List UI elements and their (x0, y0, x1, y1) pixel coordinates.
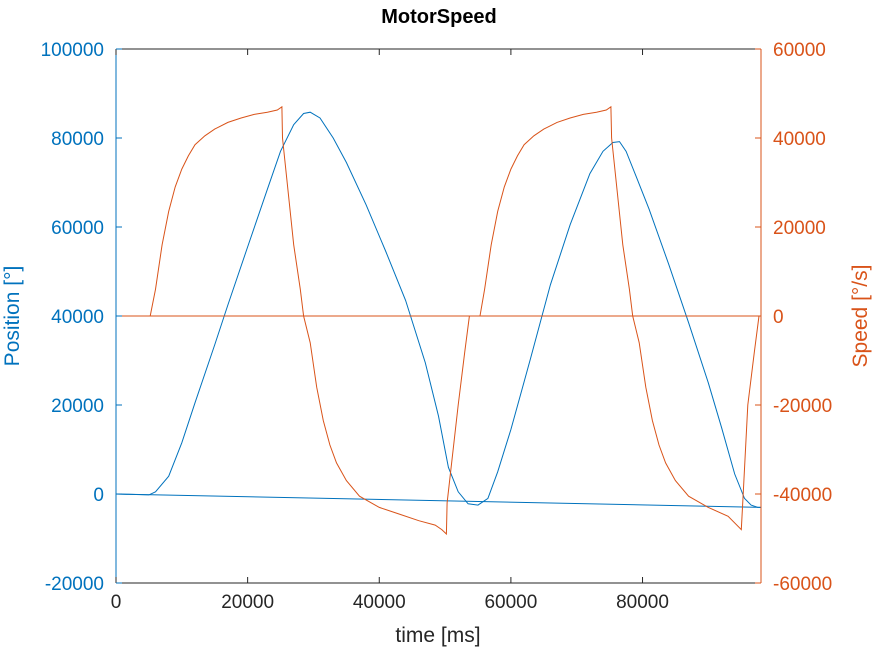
x-tick-label: 60000 (484, 592, 537, 613)
y-left-tick-label: -20000 (45, 574, 104, 595)
series-line-speed-2 (149, 105, 760, 536)
y-right-tick-label: -20000 (773, 396, 832, 417)
x-tick-label: 20000 (221, 592, 274, 613)
y-axis-left-label: Position [°] (1, 266, 24, 367)
y-right-tick-label: 40000 (773, 129, 826, 150)
y-right-tick-label: -40000 (773, 485, 832, 506)
y-left-tick-label: 80000 (51, 129, 104, 150)
axes-layer: 0 20000 40000 60000 80000 -20000 0 20000 40000 60… (41, 40, 833, 613)
y-left-tick-label: 20000 (51, 396, 104, 417)
series-line-position-1 (115, 493, 762, 508)
x-tick-label: 0 (111, 592, 122, 613)
series-line-position-0 (115, 111, 761, 508)
x-tick-label: 80000 (616, 592, 669, 613)
y-left-tick-label: 40000 (51, 307, 104, 328)
x-axis-label: time [ms] (395, 624, 480, 647)
y-right-tick-label: 60000 (773, 40, 826, 61)
series-layer (115, 105, 762, 536)
y-right-tick-label: 20000 (773, 218, 826, 239)
y-axis-right-label: Speed [°/s] (849, 265, 872, 368)
y-right-tick-label: 0 (773, 307, 784, 328)
y-right-tick-label: -60000 (773, 574, 832, 595)
y-left-tick-label: 100000 (41, 40, 104, 61)
x-tick-label: 40000 (353, 592, 406, 613)
chart-title: MotorSpeed (381, 6, 497, 28)
y-left-tick-label: 60000 (51, 218, 104, 239)
y-left-tick-label: 0 (93, 485, 104, 506)
